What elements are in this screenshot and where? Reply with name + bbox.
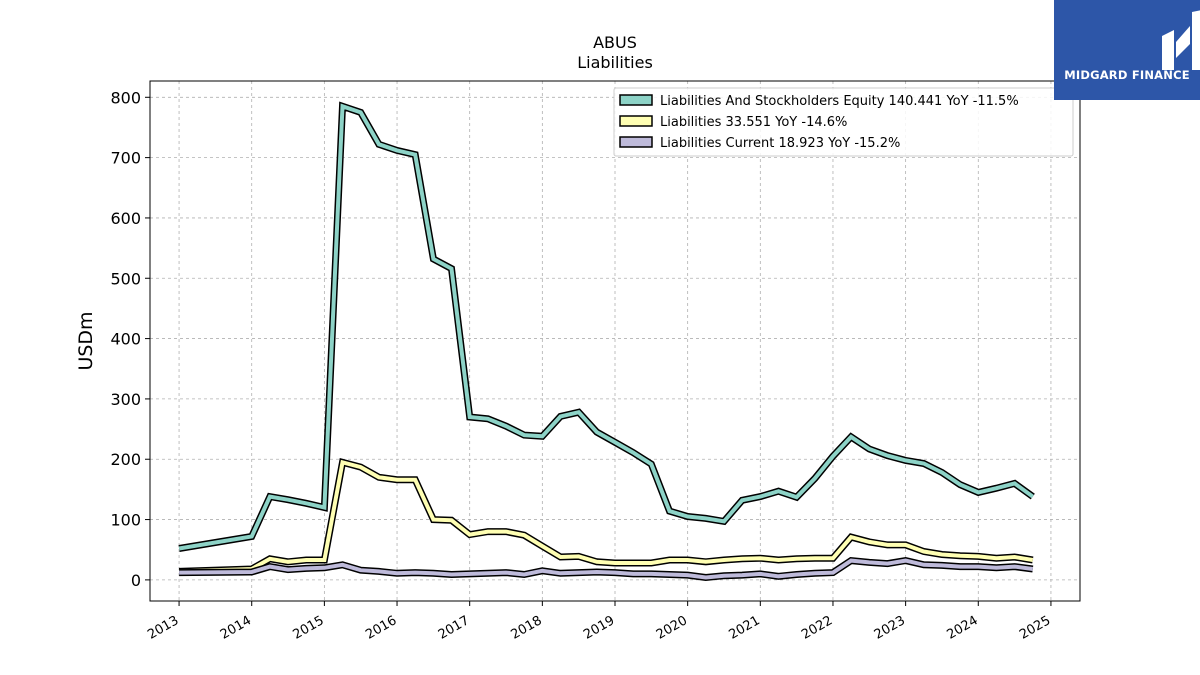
y-tick-label: 600: [110, 209, 141, 228]
legend-label: Liabilities Current 18.923 YoY -15.2%: [660, 136, 900, 151]
x-tick-label: 2013: [145, 613, 181, 643]
y-tick-label: 100: [110, 511, 141, 530]
x-tick-label: 2017: [436, 613, 472, 643]
x-tick-label: 2025: [1017, 613, 1053, 643]
x-tick-label: 2022: [799, 613, 835, 643]
x-tick-label: 2020: [654, 613, 690, 643]
y-tick-label: 800: [110, 88, 141, 107]
series-line: [179, 558, 1034, 580]
x-tick-label: 2016: [363, 613, 399, 643]
y-tick-label: 500: [110, 269, 141, 288]
brand-logo-text: MIDGARD FINANCE: [1064, 68, 1190, 82]
legend-label: Liabilities 33.551 YoY -14.6%: [660, 115, 847, 130]
y-tick-label: 700: [110, 149, 141, 168]
series-3: [179, 556, 1034, 582]
brand-mark-icon: [1162, 10, 1200, 70]
chart-subtitle: Liabilities: [577, 53, 653, 72]
legend-swatch: [619, 94, 653, 106]
chart-title: ABUS: [593, 33, 637, 52]
y-tick-label: 200: [110, 450, 141, 469]
y-axis-label: USDm: [75, 311, 97, 370]
series-line: [179, 459, 1034, 574]
y-tick-label: 300: [110, 390, 141, 409]
legend: Liabilities And Stockholders Equity 140.…: [613, 87, 1074, 157]
x-tick-label: 2023: [872, 613, 908, 643]
series-outline: [178, 101, 1035, 552]
y-tick-label: 0: [131, 571, 141, 590]
legend-label: Liabilities And Stockholders Equity 140.…: [660, 94, 1019, 109]
y-tick-label: 400: [110, 330, 141, 349]
x-tick-label: 2021: [726, 613, 762, 643]
legend-swatch: [619, 115, 653, 127]
x-tick-label: 2018: [509, 613, 545, 643]
series-1: [178, 101, 1035, 552]
legend-swatch: [619, 136, 653, 148]
series-2: [178, 457, 1034, 575]
x-tick-label: 2024: [944, 613, 980, 643]
brand-logo: MIDGARD FINANCE: [1054, 0, 1200, 100]
x-tick-label: 2015: [291, 613, 327, 643]
legend-box: [613, 87, 1074, 157]
x-tick-label: 2019: [581, 613, 617, 643]
series-outline: [178, 457, 1034, 575]
grid: [150, 81, 1080, 601]
series-line: [178, 103, 1034, 551]
series-layer: [178, 101, 1035, 582]
x-tick-label: 2014: [218, 613, 254, 643]
